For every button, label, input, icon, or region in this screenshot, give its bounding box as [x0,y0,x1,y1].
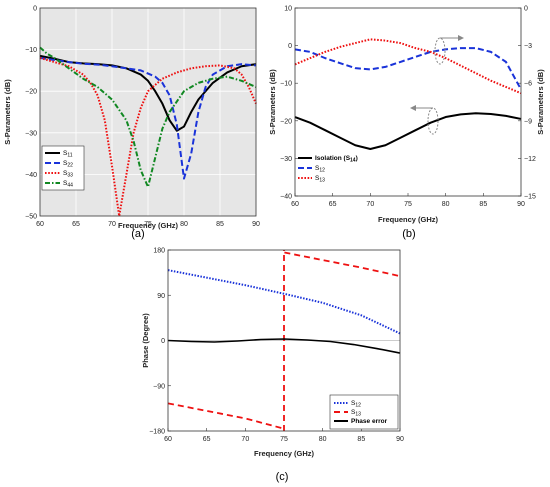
y-tick-label: −30 [25,130,37,137]
y-tick-label-left: 0 [288,43,292,50]
x-tick-label: 60 [36,221,44,228]
x-tick-label: 60 [291,201,299,208]
x-axis-label: Frequency (GHz) [254,449,315,458]
legend-label: S12 [351,400,361,409]
x-tick-label: 85 [357,436,365,443]
legend-label: S22 [63,160,73,169]
y-tick-label-right: −9 [524,118,532,125]
y-tick-label: −50 [25,214,37,221]
series-line-phase-error [167,338,401,354]
x-axis-label: Frequency (GHz) [378,215,439,224]
panel-label-c: (c) [276,471,289,483]
chart-a: 60 65 70 75 80 85 900−10−20−30−40−50S11S22S33S… [3,6,260,231]
x-tick-label: 80 [442,201,450,208]
y-axis-label: S-Parameters (dB) [3,79,12,145]
y-tick-label: −20 [25,89,37,96]
legend-label: Isolation (S14) [315,155,358,164]
right-axis-arrowhead [458,35,464,41]
left-axis-arrowhead [410,105,416,111]
series-line-s33 [39,56,257,217]
legend-c [329,394,399,430]
series-line-13 [294,38,522,95]
y-tick-label-right: −3 [524,43,532,50]
y-tick-label: 0 [33,6,37,13]
x-tick-label: 90 [252,221,260,228]
x-tick-label: 70 [366,201,374,208]
left-axis-marker-ellipse [427,107,439,135]
y-tick-label-right: −15 [524,194,536,201]
legend-label: S44 [63,180,73,189]
y-tick-label-right: −12 [524,156,536,163]
y-tick-label: −180 [149,429,165,436]
x-tick-label: 85 [479,201,487,208]
panel-label-a: (a) [131,228,144,240]
series-line-12 [167,269,401,335]
chart-b: 60 65 70 75 80 85 90 10 0 −10 −20 −30 −40 0 −3 −6 −9 −12 −… [268,6,545,225]
x-tick-label: 75 [280,436,288,443]
y-tick-label: −40 [25,172,37,179]
plot-area-b [295,8,521,196]
y-axis-label-left: S-Parameters (dB) [268,69,277,135]
x-tick-label: 70 [241,436,249,443]
legend-label: S11 [63,150,73,159]
x-tick-label: 60 [164,436,172,443]
series-line-s22 [39,56,257,180]
x-tick-label: 65 [72,221,80,228]
plot-frame-c [167,249,401,432]
right-axis-marker-ellipse [434,37,446,65]
x-tick-label: 70 [108,221,116,228]
legend-label: S12 [315,165,325,174]
y-tick-label: 180 [153,248,165,255]
y-tick-label-left: 10 [284,6,292,13]
x-tick-label: 65 [329,201,337,208]
legend-label: S13 [315,175,325,184]
panel-label-b: (b) [402,228,415,240]
legend-label: S33 [63,170,73,179]
x-axis-label: Frequency (GHz) [118,221,179,230]
y-tick-label-right: 0 [524,6,528,13]
x-tick-label: 65 [203,436,211,443]
y-tick-label: −90 [153,383,165,390]
y-axis-label-right: S-Parameters (dB) [536,69,545,135]
y-tick-label: −10 [25,47,37,54]
x-tick-label: 90 [396,436,404,443]
legend-label: S13 [351,409,361,418]
plot-frame-a [39,7,257,217]
x-tick-label: 85 [216,221,224,228]
x-tick-label: 75 [144,221,152,228]
y-tick-label-left: −20 [280,118,292,125]
y-tick-label: 90 [157,293,165,300]
x-tick-label: 75 [404,201,412,208]
legend-label: Phase error [351,418,388,425]
series-line-14 [294,112,522,150]
series-line-12 [294,47,522,90]
y-tick-label-left: −30 [280,156,292,163]
y-axis-label: Phase (Degree) [141,313,150,368]
y-tick-label-left: −40 [280,194,292,201]
x-tick-label: 80 [319,436,327,443]
x-tick-label: 90 [517,201,525,208]
plot-frame-b [294,7,522,197]
x-tick-label: 80 [180,221,188,228]
y-tick-label-left: −10 [280,81,292,88]
y-tick-label: 0 [161,338,165,345]
y-tick-label-right: −6 [524,81,532,88]
series-line-s44 [39,46,257,188]
